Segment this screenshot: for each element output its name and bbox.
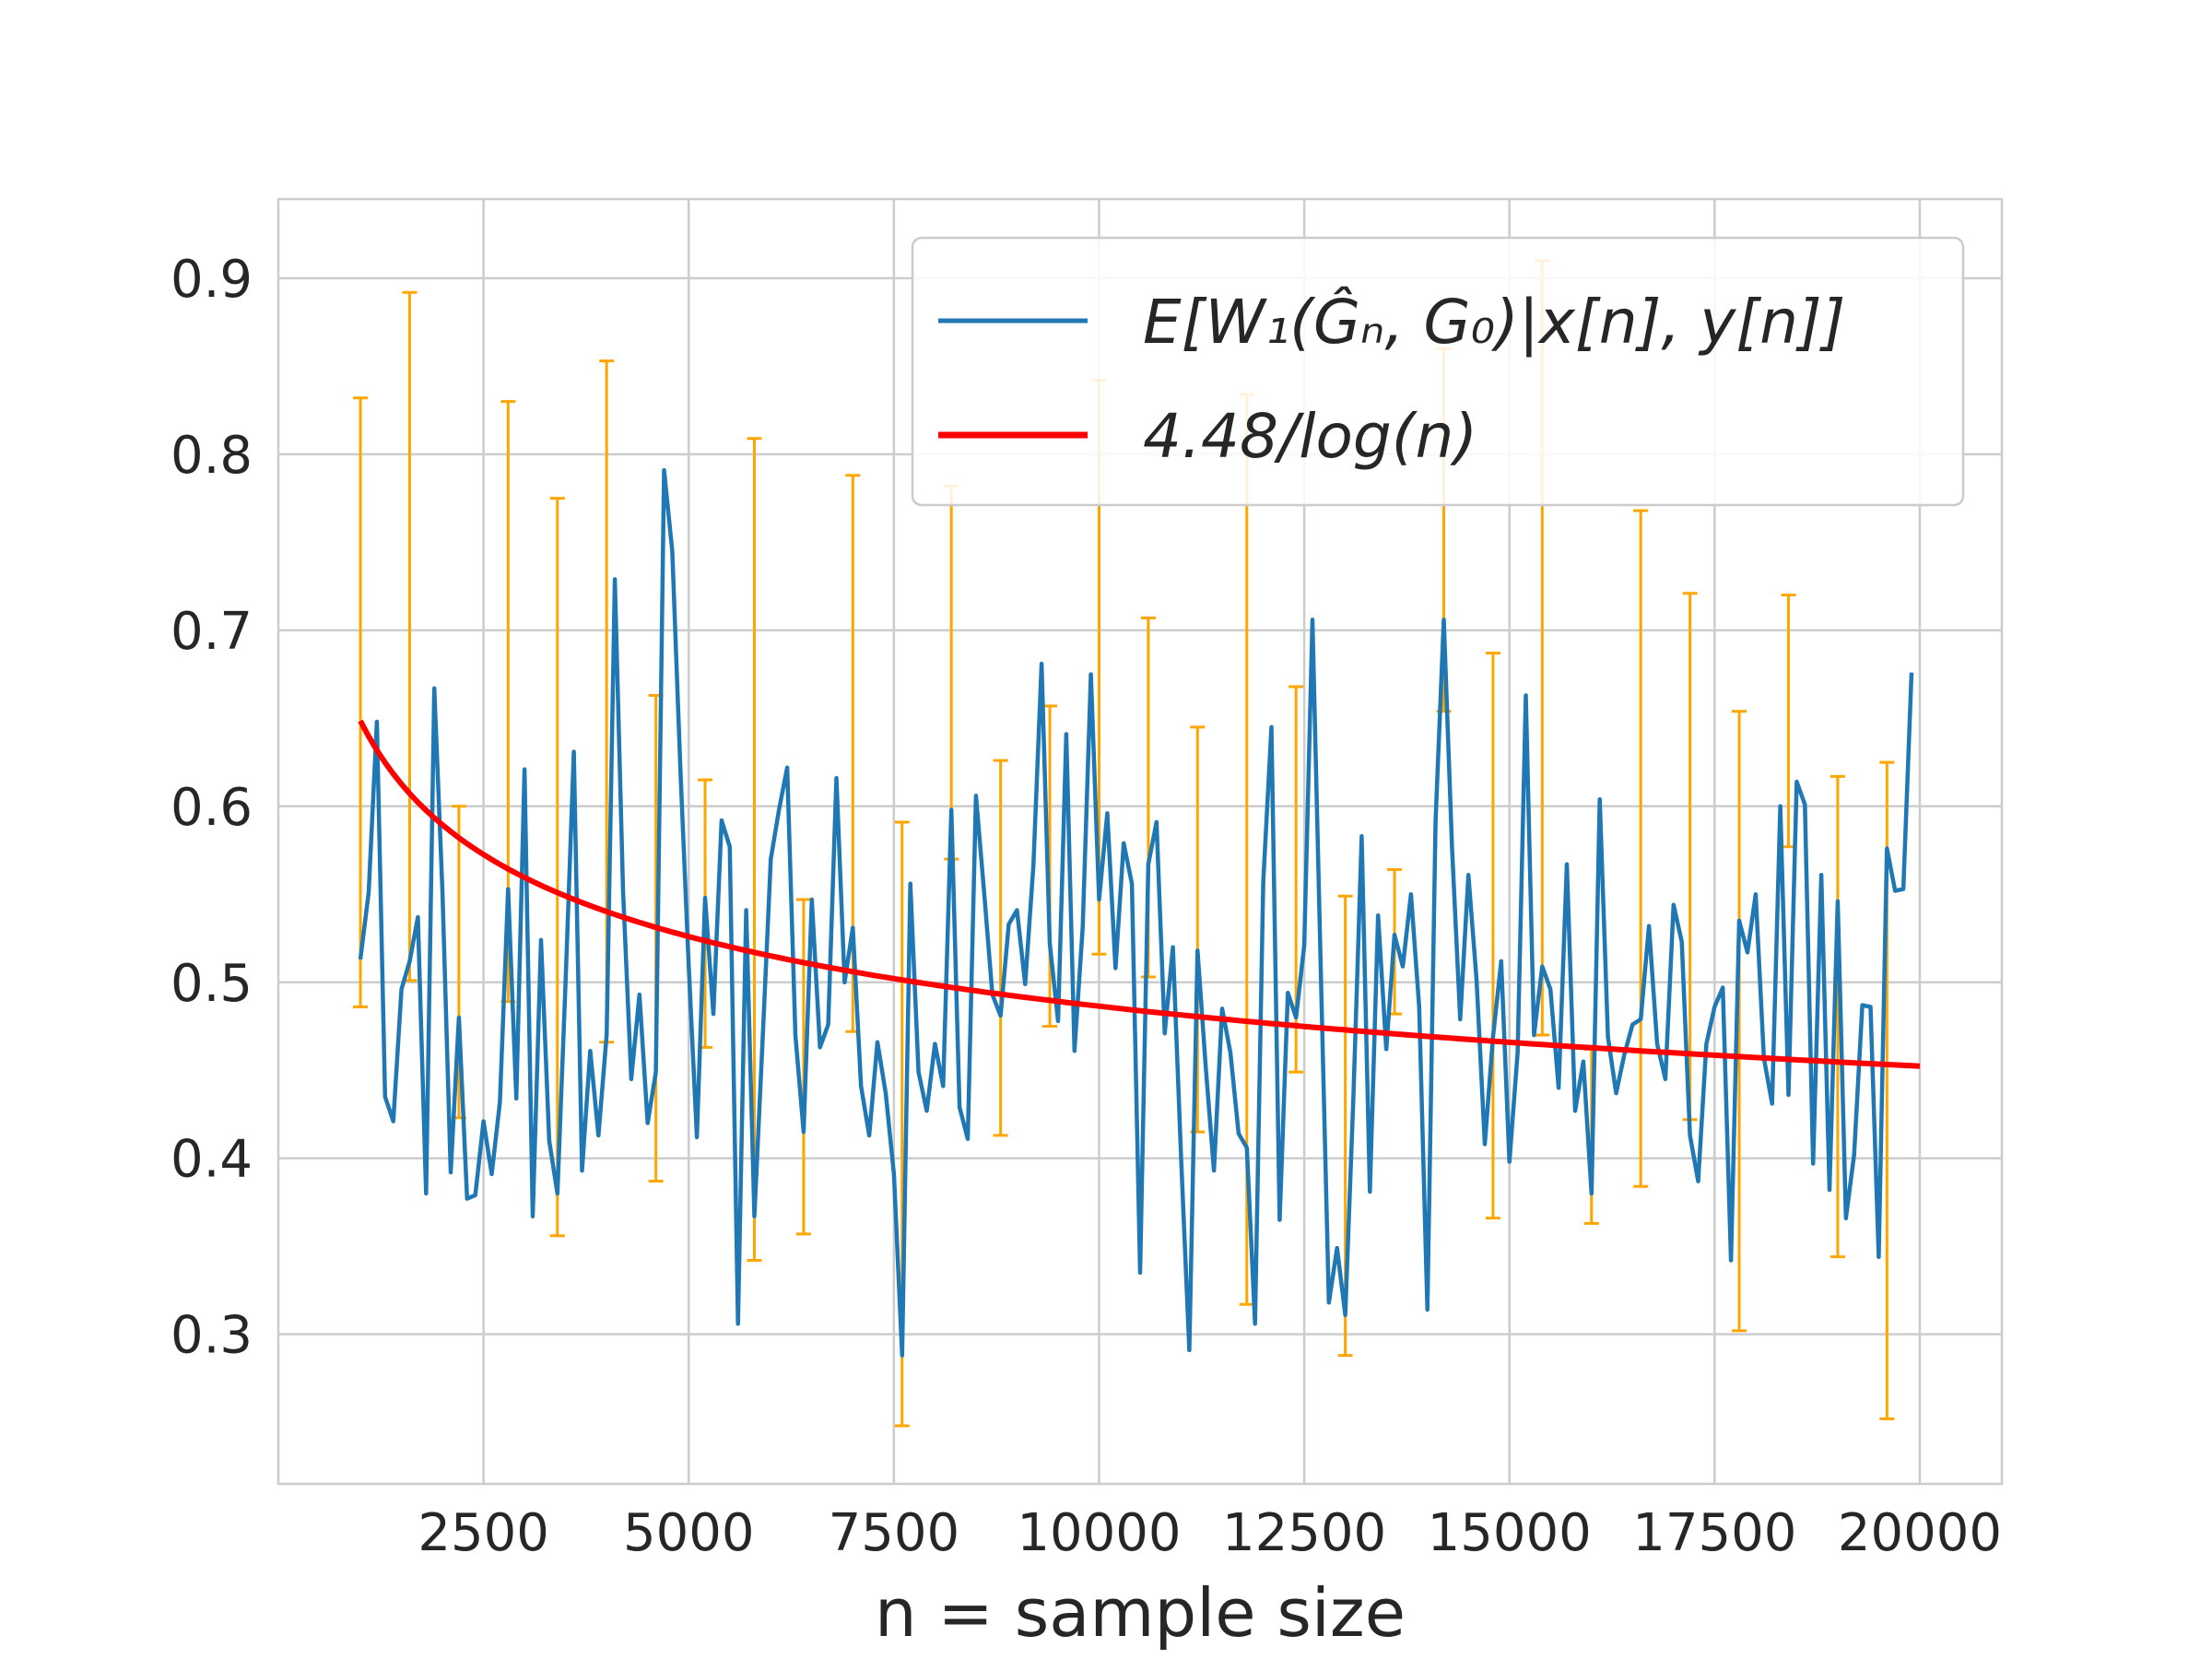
y-tick-label: 0.5: [171, 954, 253, 1014]
x-tick-labels: 2500 5000 7500 10000 12500 15000 17500 20000: [418, 1503, 2002, 1563]
errorbar: [1633, 509, 1649, 1188]
y-tick-label: 0.7: [171, 602, 253, 662]
x-tick-label: 12500: [1222, 1503, 1386, 1563]
legend-box: [911, 236, 1965, 507]
x-tick-label: 10000: [1017, 1503, 1181, 1563]
x-tick-label: 17500: [1632, 1503, 1796, 1563]
series-line-posterior-w1: [358, 467, 1914, 1358]
y-tick-labels: 0.3 0.4 0.5 0.6 0.7 0.8 0.9: [171, 250, 253, 1366]
grid: [278, 199, 2002, 1484]
errorbar: [1732, 710, 1747, 1333]
errorbar: [747, 437, 762, 1262]
series-line-fit: [358, 719, 1921, 1069]
x-tick-label: 20000: [1838, 1503, 2002, 1563]
x-tick-label: 2500: [418, 1503, 549, 1563]
errorbar: [1042, 704, 1058, 1029]
y-tick-label: 0.9: [171, 250, 253, 310]
y-tick-label: 0.6: [171, 778, 253, 838]
x-tick-label: 7500: [829, 1503, 960, 1563]
x-tick-label: 15000: [1428, 1503, 1592, 1563]
errorbar: [1830, 774, 1845, 1259]
series-lines: [358, 467, 1921, 1358]
legend-label-fit: 4.48/log(n): [1143, 401, 1477, 472]
errorbar: [993, 759, 1008, 1137]
y-tick-label: 0.8: [171, 426, 253, 486]
errorbar: [353, 396, 369, 1009]
y-tick-label: 0.4: [171, 1130, 253, 1190]
errorbar: [549, 497, 565, 1238]
x-tick-label: 5000: [623, 1503, 755, 1563]
legend: E[W₁(Ĝₙ, G₀)|x[n], y[n]] 4.48/log(n): [911, 236, 1965, 507]
x-axis-label: n = sample size: [875, 1574, 1406, 1652]
errorbar: [1485, 652, 1500, 1220]
legend-label-series: E[W₁(Ĝₙ, G₀)|x[n], y[n]]: [1143, 286, 1845, 358]
y-tick-label: 0.3: [171, 1306, 253, 1366]
errorbar: [795, 898, 811, 1236]
